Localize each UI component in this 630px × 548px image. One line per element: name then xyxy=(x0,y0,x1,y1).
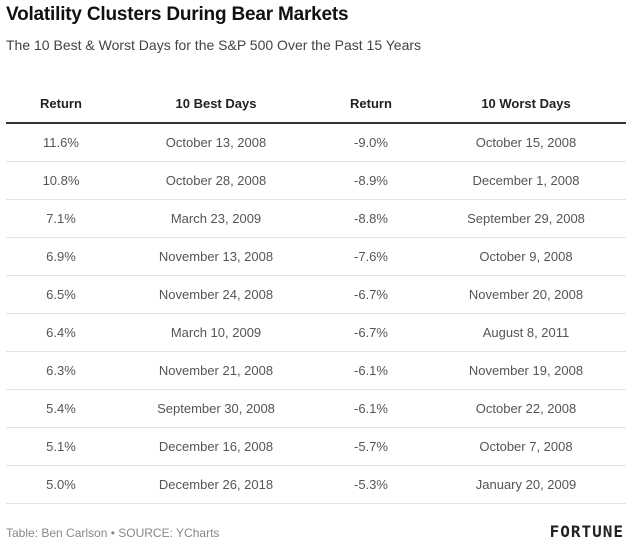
worst-date-cell: October 22, 2008 xyxy=(426,389,626,428)
best-date-cell: November 13, 2008 xyxy=(116,237,316,276)
worst-date-cell: December 1, 2008 xyxy=(426,161,626,200)
best-date-cell: October 28, 2008 xyxy=(116,161,316,200)
column-header: Return xyxy=(6,84,116,124)
worst-return-cell: -6.1% xyxy=(316,351,426,390)
best-return-cell: 6.4% xyxy=(6,313,116,352)
best-return-cell: 10.8% xyxy=(6,161,116,200)
data-table: Return 10 Best Days Return 10 Worst Days… xyxy=(6,84,626,504)
best-date-cell: October 13, 2008 xyxy=(116,123,316,162)
worst-return-cell: -8.9% xyxy=(316,161,426,200)
best-date-cell: December 26, 2018 xyxy=(116,465,316,504)
column-header: 10 Worst Days xyxy=(426,84,626,124)
table-body: 11.6% October 13, 2008 -9.0% October 15, 20… xyxy=(6,123,626,504)
worst-date-cell: November 20, 2008 xyxy=(426,275,626,314)
worst-date-cell: October 7, 2008 xyxy=(426,427,626,466)
table-row: 7.1% March 23, 2009 -8.8% September 29, 200… xyxy=(6,199,626,238)
column-header: Return xyxy=(316,84,426,124)
column-header: 10 Best Days xyxy=(116,84,316,124)
best-date-cell: March 10, 2009 xyxy=(116,313,316,352)
best-date-cell: December 16, 2008 xyxy=(116,427,316,466)
best-return-cell: 7.1% xyxy=(6,199,116,238)
table-row: 5.4% September 30, 2008 -6.1% October 22, 2… xyxy=(6,389,626,428)
worst-date-cell: October 9, 2008 xyxy=(426,237,626,276)
best-date-cell: November 21, 2008 xyxy=(116,351,316,390)
worst-return-cell: -5.7% xyxy=(316,427,426,466)
table-header-row: Return 10 Best Days Return 10 Worst Days xyxy=(6,84,626,124)
worst-date-cell: November 19, 2008 xyxy=(426,351,626,390)
chart-subtitle: The 10 Best & Worst Days for the S&P 500… xyxy=(6,37,422,53)
best-return-cell: 6.9% xyxy=(6,237,116,276)
best-return-cell: 5.0% xyxy=(6,465,116,504)
source-credit: Table: Ben Carlson • SOURCE: YCharts xyxy=(6,526,220,540)
worst-return-cell: -6.7% xyxy=(316,275,426,314)
fortune-logo: FORTUNE xyxy=(549,522,624,541)
worst-date-cell: October 15, 2008 xyxy=(426,123,626,162)
best-return-cell: 5.4% xyxy=(6,389,116,428)
table-row: 11.6% October 13, 2008 -9.0% October 15, 20… xyxy=(6,123,626,162)
worst-return-cell: -6.7% xyxy=(316,313,426,352)
best-return-cell: 11.6% xyxy=(6,123,116,162)
best-return-cell: 6.5% xyxy=(6,275,116,314)
best-date-cell: November 24, 2008 xyxy=(116,275,316,314)
best-date-cell: September 30, 2008 xyxy=(116,389,316,428)
best-date-cell: March 23, 2009 xyxy=(116,199,316,238)
worst-return-cell: -7.6% xyxy=(316,237,426,276)
worst-return-cell: -5.3% xyxy=(316,465,426,504)
chart-title: Volatility Clusters During Bear Markets xyxy=(6,4,349,25)
best-return-cell: 5.1% xyxy=(6,427,116,466)
best-return-cell: 6.3% xyxy=(6,351,116,390)
table-row: 6.9% November 13, 2008 -7.6% October 9, 200… xyxy=(6,237,626,276)
table-row: 6.3% November 21, 2008 -6.1% November 19, 2… xyxy=(6,351,626,390)
worst-return-cell: -6.1% xyxy=(316,389,426,428)
table-row: 10.8% October 28, 2008 -8.9% December 1, 20… xyxy=(6,161,626,200)
table-row: 5.0% December 26, 2018 -5.3% January 20, 20… xyxy=(6,465,626,504)
worst-date-cell: August 8, 2011 xyxy=(426,313,626,352)
worst-return-cell: -8.8% xyxy=(316,199,426,238)
worst-date-cell: September 29, 2008 xyxy=(426,199,626,238)
worst-return-cell: -9.0% xyxy=(316,123,426,162)
worst-date-cell: January 20, 2009 xyxy=(426,465,626,504)
table-row: 5.1% December 16, 2008 -5.7% October 7, 200… xyxy=(6,427,626,466)
table-row: 6.4% March 10, 2009 -6.7% August 8, 2011 xyxy=(6,313,626,352)
table-row: 6.5% November 24, 2008 -6.7% November 20, 2… xyxy=(6,275,626,314)
